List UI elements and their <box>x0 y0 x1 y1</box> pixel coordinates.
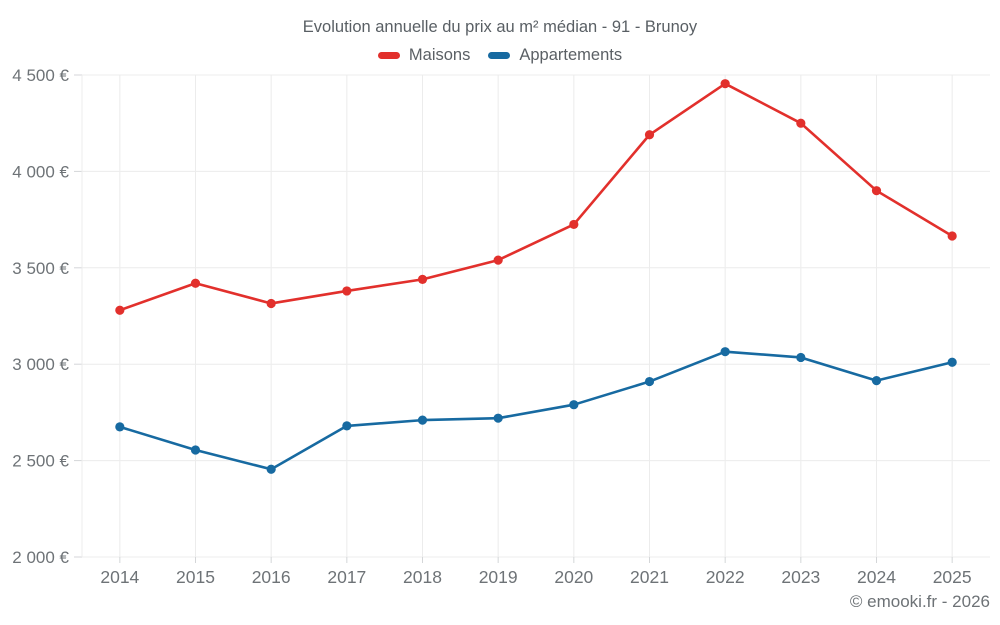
appartements-point-2017[interactable] <box>342 421 352 431</box>
maisons-line <box>118 82 954 312</box>
x-axis-label: 2020 <box>554 567 593 587</box>
y-axis-label: 4 500 € <box>12 66 69 85</box>
appartements-point-2018[interactable] <box>417 415 428 425</box>
x-axis-label: 2023 <box>781 567 820 587</box>
appartements-point-2019[interactable] <box>493 413 503 423</box>
legend-item-appartements[interactable]: Appartements <box>488 46 622 65</box>
legend-item-maisons[interactable]: Maisons <box>377 46 471 65</box>
appartements-color-swatch <box>488 52 511 59</box>
x-axis-label: 2021 <box>630 567 669 587</box>
appartements-point-2025[interactable] <box>947 357 957 367</box>
x-axis-label: 2019 <box>479 567 518 587</box>
y-axis-label: 4 000 € <box>12 162 69 181</box>
legend-label-appartements: Appartements <box>519 46 623 64</box>
x-axis-label: 2018 <box>403 567 442 587</box>
chart-title: Evolution annuelle du prix au m² médian … <box>302 18 698 36</box>
maisons-point-2019[interactable] <box>493 255 503 265</box>
x-axis-label: 2015 <box>176 567 215 587</box>
x-axis-label: 2016 <box>252 567 291 587</box>
x-axis-label: 2024 <box>857 567 896 587</box>
appartements-point-2022[interactable] <box>720 347 730 357</box>
maisons-point-2022[interactable] <box>720 79 730 89</box>
chart-legend: Maisons Appartements <box>0 46 1000 65</box>
y-axis-label: 2 000 € <box>12 548 69 567</box>
y-axis-label: 2 500 € <box>12 452 69 471</box>
appartements-point-2024[interactable] <box>871 375 882 386</box>
appartements-point-2014[interactable] <box>115 422 125 432</box>
x-axis-label: 2025 <box>933 567 972 587</box>
maisons-point-2016[interactable] <box>266 298 276 309</box>
maisons-point-2021[interactable] <box>644 130 655 140</box>
x-axis-label: 2014 <box>100 567 139 587</box>
appartements-point-2023[interactable] <box>796 352 806 363</box>
y-axis-label: 3 000 € <box>12 355 69 374</box>
appartements-line <box>118 350 954 471</box>
maisons-point-2024[interactable] <box>871 186 882 196</box>
y-axis-label: 3 500 € <box>12 259 69 278</box>
x-axis-label: 2022 <box>706 567 745 587</box>
maisons-color-swatch <box>377 52 400 59</box>
maisons-point-2014[interactable] <box>115 305 125 315</box>
maisons-point-2017[interactable] <box>342 286 352 296</box>
maisons-point-2020[interactable] <box>569 219 579 230</box>
appartements-point-2016[interactable] <box>266 464 276 474</box>
maisons-point-2018[interactable] <box>417 274 428 284</box>
legend-label-maisons: Maisons <box>408 46 471 64</box>
x-axis-label: 2017 <box>327 567 366 587</box>
appartements-point-2020[interactable] <box>569 400 579 410</box>
appartements-point-2015[interactable] <box>190 445 201 455</box>
maisons-point-2015[interactable] <box>190 278 201 288</box>
appartements-point-2021[interactable] <box>644 376 655 387</box>
maisons-point-2023[interactable] <box>796 118 806 128</box>
maisons-point-2025[interactable] <box>947 231 957 241</box>
copyright-footer: © emooki.fr - 2026 <box>849 592 990 611</box>
